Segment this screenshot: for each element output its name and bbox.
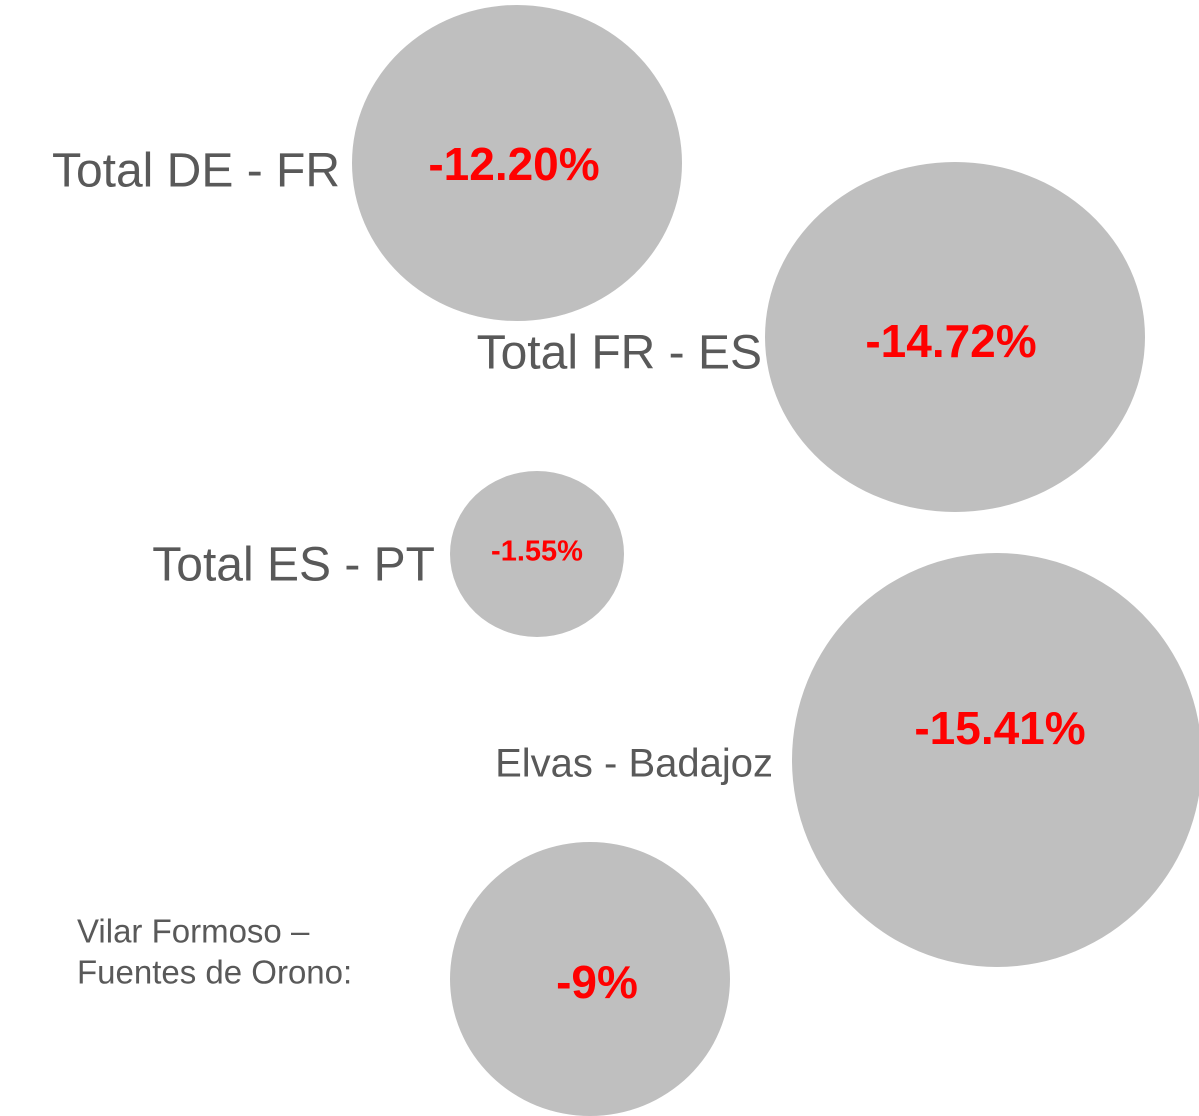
bubble-value: -14.72% [865, 315, 1036, 367]
bubble-label: Total ES - PT [152, 539, 435, 592]
bubble [450, 842, 730, 1116]
bubble-value: -12.20% [428, 138, 599, 190]
bubble-label: Fuentes de Orono: [77, 954, 352, 991]
bubble-label: Vilar Formoso – [77, 913, 310, 950]
bubble [792, 553, 1199, 967]
bubble-value: -1.55% [491, 536, 583, 568]
bubble-label: Total DE - FR [52, 145, 340, 198]
bubble [450, 471, 624, 637]
bubble [765, 162, 1145, 512]
bubble-value: -15.41% [914, 702, 1085, 754]
bubble-label: Elvas - Badajoz [495, 742, 773, 786]
bubble [352, 5, 682, 321]
bubble-value: -9% [556, 956, 638, 1008]
bubble-label: Total FR - ES [477, 327, 762, 380]
